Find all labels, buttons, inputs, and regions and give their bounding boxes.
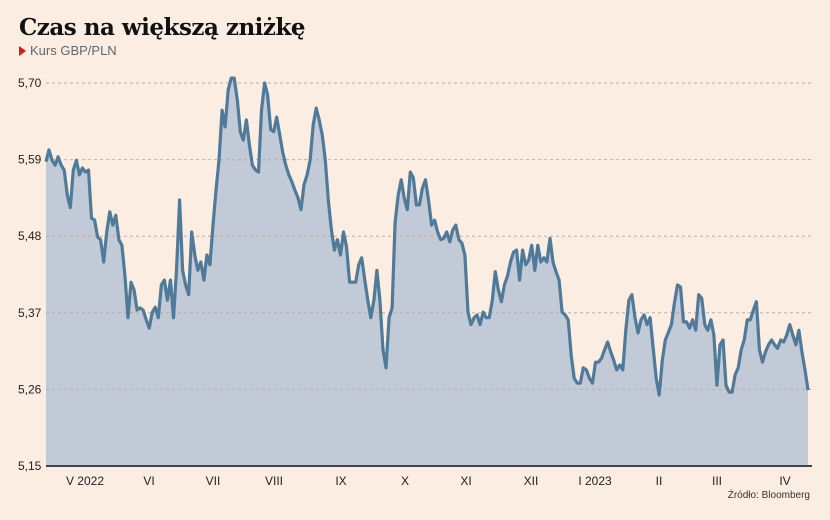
- x-tick-label: III: [712, 474, 722, 488]
- y-tick-label: 5,26: [18, 382, 42, 396]
- x-tick-label: VIII: [265, 474, 283, 488]
- y-tick-label: 5,37: [18, 306, 42, 320]
- y-tick-label: 5,59: [18, 153, 42, 167]
- source-note: Źródło: Bloomberg: [727, 490, 810, 501]
- x-tick-label: I 2023: [578, 474, 612, 488]
- x-tick-label: XII: [524, 474, 539, 488]
- series-line: [44, 76, 810, 397]
- y-tick-label: 5,70: [18, 76, 42, 90]
- y-tick-label: 5,48: [18, 229, 42, 243]
- subtitle-text: Kurs GBP/PLN: [30, 43, 117, 58]
- x-tick-label: V 2022: [66, 474, 104, 488]
- chart-subtitle: Kurs GBP/PLN: [19, 43, 117, 58]
- x-tick-label: XI: [460, 474, 471, 488]
- area-fill: [46, 78, 808, 466]
- x-tick-label: VI: [143, 474, 154, 488]
- x-tick-label: II: [656, 474, 663, 488]
- x-tick-label: X: [401, 474, 409, 488]
- red-triangle-icon: [19, 45, 26, 56]
- x-tick-label: IX: [335, 474, 346, 488]
- x-tick-label: VII: [206, 474, 221, 488]
- x-tick-label: IV: [779, 474, 790, 488]
- chart-title: Czas na większą zniżkę: [19, 14, 306, 41]
- y-tick-label: 5,15: [18, 459, 42, 473]
